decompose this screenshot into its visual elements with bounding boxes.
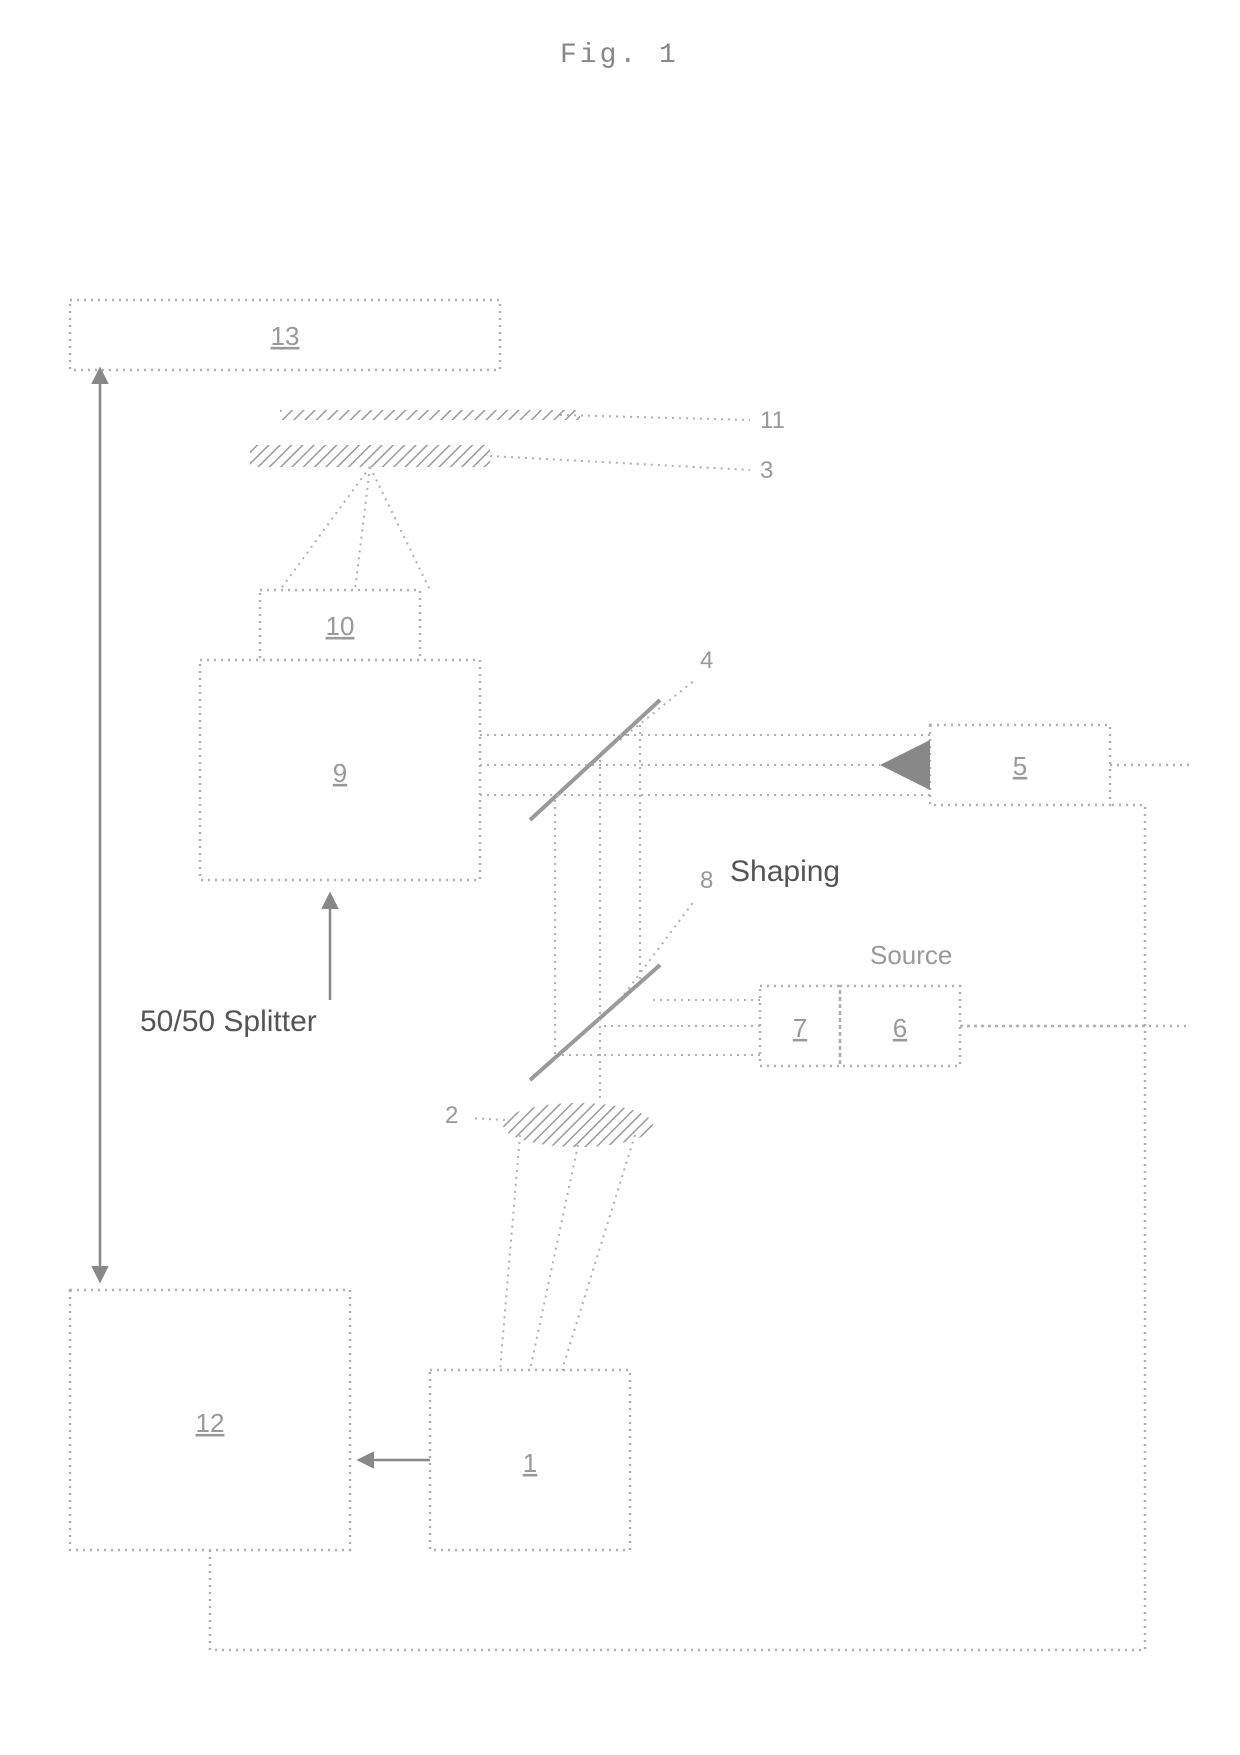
num-1: 1 [523, 1448, 537, 1478]
arrows [100, 370, 430, 1460]
splitter-label: 50/50 Splitter [140, 1005, 317, 1039]
box-numbers: 13 10 9 5 7 6 1 12 [196, 321, 1028, 1478]
callout-numbers: 11 3 4 8 2 [445, 407, 785, 1129]
num-2-callout: 2 [445, 1102, 458, 1129]
num-8-callout: 8 [700, 867, 713, 894]
diagram-svg: 13 10 9 5 7 6 1 12 11 3 4 8 2 [0, 0, 1240, 1755]
num-4-callout: 4 [700, 647, 713, 674]
slab-3 [250, 445, 490, 467]
num-11: 11 [760, 407, 785, 434]
num-12: 12 [196, 1408, 225, 1438]
beam-splitters [530, 700, 660, 1080]
num-5: 5 [1013, 751, 1027, 781]
num-6: 6 [893, 1013, 907, 1043]
beam-paths [280, 467, 930, 1370]
lens-2 [503, 1103, 653, 1147]
source-label: Source [870, 940, 952, 971]
slab-11 [280, 410, 580, 420]
leaders [470, 415, 750, 1120]
splitter-8 [530, 965, 660, 1080]
wire-12-to-right [210, 805, 1145, 1650]
num-7: 7 [793, 1013, 807, 1043]
num-9: 9 [333, 758, 347, 788]
boxes [70, 300, 1110, 1550]
figure-title: Fig. 1 [560, 40, 679, 71]
arrowhead-5 [880, 740, 930, 790]
wires [210, 765, 1190, 1650]
num-13: 13 [271, 321, 300, 351]
num-3-callout: 3 [760, 457, 773, 484]
shaping-label: Shaping [730, 855, 840, 889]
num-10: 10 [326, 611, 355, 641]
